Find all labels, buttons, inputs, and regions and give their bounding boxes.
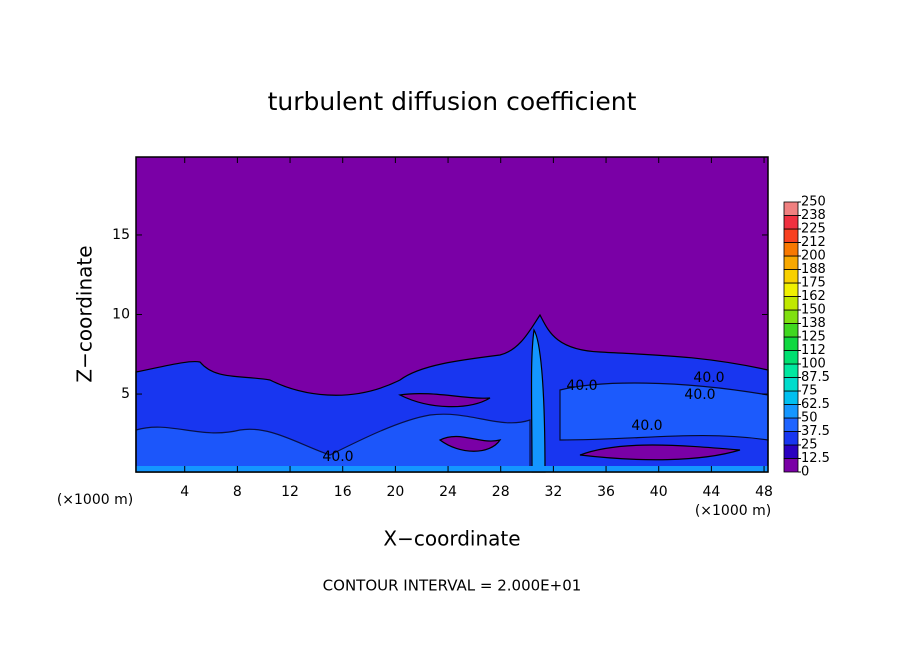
- colorbar-label: 112: [801, 343, 826, 358]
- colorbar-label: 125: [801, 330, 826, 345]
- colorbar-label: 250: [801, 195, 826, 210]
- colorbar-bin: [783, 458, 799, 473]
- x-tick-label: 4: [180, 484, 189, 500]
- contour-label: 40.0: [566, 378, 597, 394]
- colorbar-bin: [783, 242, 799, 257]
- colorbar-label: 0: [801, 465, 809, 480]
- colorbar-bin: [783, 390, 799, 405]
- colorbar-label: 212: [801, 235, 826, 250]
- colorbar-label: 188: [801, 262, 826, 277]
- x-tick-label: 8: [233, 484, 242, 500]
- colorbar-bin: [783, 350, 799, 365]
- colorbar-bin: [783, 404, 799, 419]
- x-tick-label: 20: [386, 484, 404, 500]
- colorbar-label: 25: [801, 438, 818, 453]
- x-tick-label: 36: [597, 484, 615, 500]
- colorbar-bin: [783, 255, 799, 270]
- colorbar-bin: [783, 269, 799, 284]
- x-unit-right: (×1000 m): [695, 503, 771, 519]
- colorbar-bin: [783, 296, 799, 311]
- y-axis-label: Z−coordinate: [73, 245, 97, 382]
- y-tick-label: 10: [112, 307, 130, 323]
- colorbar-label: 37.5: [801, 424, 830, 439]
- colorbar-label: 175: [801, 276, 826, 291]
- contour-label: 40.0: [684, 387, 715, 403]
- x-tick-label: 32: [544, 484, 562, 500]
- colorbar-bin: [783, 417, 799, 432]
- colorbar-label: 12.5: [801, 451, 830, 466]
- colorbar-bin: [783, 363, 799, 378]
- colorbar-label: 50: [801, 411, 818, 426]
- colorbar-label: 87.5: [801, 370, 830, 385]
- colorbar-bin: [783, 377, 799, 392]
- field-bottom: [136, 466, 768, 472]
- colorbar-label: 225: [801, 222, 826, 237]
- x-tick-label: 12: [281, 484, 299, 500]
- colorbar-label: 75: [801, 384, 818, 399]
- x-tick-label: 44: [702, 484, 720, 500]
- y-tick-label: 5: [121, 386, 130, 402]
- x-axis-label: X−coordinate: [383, 527, 520, 551]
- colorbar-bin: [783, 282, 799, 297]
- colorbar-bin: [783, 444, 799, 459]
- x-unit: (×1000 m): [57, 492, 133, 508]
- contour-label: 40.0: [693, 370, 724, 386]
- contour-label: 40.0: [322, 449, 353, 465]
- colorbar-bin: [783, 323, 799, 338]
- colorbar-label: 62.5: [801, 397, 830, 412]
- colorbar-label: 238: [801, 208, 826, 223]
- x-tick-label: 28: [492, 484, 510, 500]
- colorbar-bin: [783, 228, 799, 243]
- x-tick-label: 40: [650, 484, 668, 500]
- colorbar-label: 162: [801, 289, 826, 304]
- colorbar-label: 200: [801, 249, 826, 264]
- colorbar-bin: [783, 215, 799, 230]
- colorbar-bin: [783, 201, 799, 216]
- x-tick-label: 48: [755, 484, 773, 500]
- field: [135, 313, 769, 473]
- footnote: CONTOUR INTERVAL = 2.000E+01: [323, 577, 582, 595]
- colorbar-bin: [783, 431, 799, 446]
- y-tick-label: 15: [112, 227, 130, 243]
- chart-title: turbulent diffusion coefficient: [268, 87, 637, 116]
- colorbar-label: 150: [801, 303, 826, 318]
- colorbar-bin: [783, 336, 799, 351]
- colorbar-label: 138: [801, 316, 826, 331]
- x-tick-label: 24: [439, 484, 457, 500]
- x-tick-label: 16: [334, 484, 352, 500]
- contour-label: 40.0: [631, 418, 662, 434]
- colorbar-label: 100: [801, 357, 826, 372]
- colorbar-bin: [783, 309, 799, 324]
